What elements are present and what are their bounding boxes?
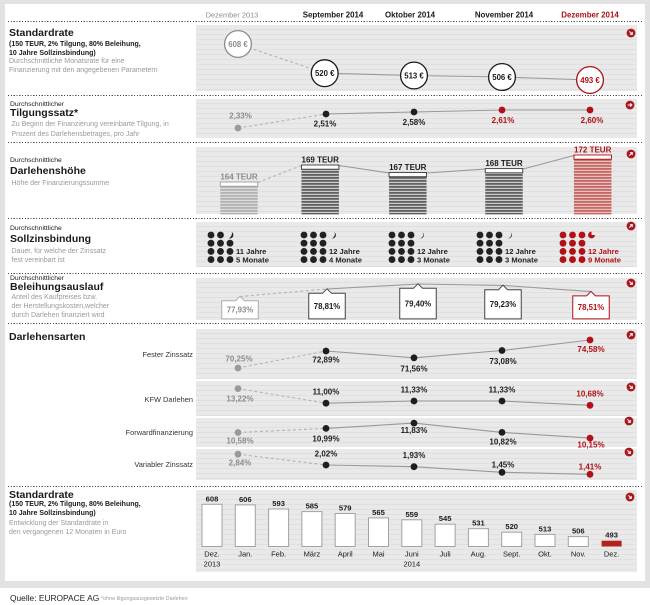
svg-text:10,58%: 10,58% xyxy=(226,437,253,446)
svg-text:September 2014: September 2014 xyxy=(303,11,364,20)
svg-text:565: 565 xyxy=(372,508,385,517)
svg-text:10,99%: 10,99% xyxy=(312,435,339,444)
svg-text:Feb.: Feb. xyxy=(271,549,286,558)
svg-text:April: April xyxy=(338,549,353,558)
svg-text:11 Jahre: 11 Jahre xyxy=(236,247,266,256)
svg-text:Dezember 2014: Dezember 2014 xyxy=(561,11,619,20)
svg-text:12 Jahre: 12 Jahre xyxy=(505,247,536,256)
svg-text:11,33%: 11,33% xyxy=(489,385,516,394)
svg-text:2,60%: 2,60% xyxy=(581,116,604,125)
svg-text:70,25%: 70,25% xyxy=(225,355,252,364)
svg-text:Juli: Juli xyxy=(439,549,451,558)
svg-text:Aug.: Aug. xyxy=(471,549,486,558)
svg-text:11,83%: 11,83% xyxy=(401,426,428,435)
svg-text:167 TEUR: 167 TEUR xyxy=(389,163,427,172)
svg-text:2,61%: 2,61% xyxy=(492,116,515,125)
svg-text:606: 606 xyxy=(239,495,252,504)
svg-text:545: 545 xyxy=(439,514,452,523)
svg-text:77,93%: 77,93% xyxy=(227,306,254,315)
svg-text:520: 520 xyxy=(505,522,518,531)
svg-text:1,93%: 1,93% xyxy=(403,451,426,460)
svg-text:2,84%: 2,84% xyxy=(229,459,252,468)
svg-text:9 Monate: 9 Monate xyxy=(588,255,621,264)
svg-text:12 Jahre: 12 Jahre xyxy=(588,247,619,256)
svg-text:2013: 2013 xyxy=(204,560,221,569)
svg-text:5 Monate: 5 Monate xyxy=(236,255,269,264)
svg-text:10,15%: 10,15% xyxy=(577,441,604,450)
svg-text:11,00%: 11,00% xyxy=(313,388,340,397)
svg-text:11,33%: 11,33% xyxy=(401,385,428,394)
svg-text:10,82%: 10,82% xyxy=(489,438,516,447)
svg-text:78,51%: 78,51% xyxy=(578,303,605,312)
svg-text:10,68%: 10,68% xyxy=(576,390,603,399)
svg-text:2,02%: 2,02% xyxy=(315,450,338,459)
svg-text:608 €: 608 € xyxy=(228,40,248,49)
svg-text:Okt.: Okt. xyxy=(538,549,552,558)
svg-text:168 TEUR: 168 TEUR xyxy=(485,159,523,168)
svg-text:493 €: 493 € xyxy=(580,76,600,85)
svg-text:Dez.: Dez. xyxy=(204,549,219,558)
svg-text:520 €: 520 € xyxy=(315,69,335,78)
svg-text:531: 531 xyxy=(472,519,485,528)
svg-text:72,89%: 72,89% xyxy=(312,356,339,365)
svg-text:559: 559 xyxy=(405,510,418,519)
svg-text:März: März xyxy=(304,549,321,558)
svg-text:585: 585 xyxy=(306,502,319,511)
svg-text:1,45%: 1,45% xyxy=(492,461,515,470)
svg-text:169 TEUR: 169 TEUR xyxy=(302,156,340,165)
svg-text:2014: 2014 xyxy=(403,560,420,569)
svg-text:74,58%: 74,58% xyxy=(577,345,604,354)
svg-text:493: 493 xyxy=(605,531,618,540)
svg-text:November 2014: November 2014 xyxy=(475,11,534,20)
svg-text:164 TEUR: 164 TEUR xyxy=(220,173,258,182)
svg-text:2,51%: 2,51% xyxy=(314,120,337,129)
svg-text:Jan.: Jan. xyxy=(238,549,252,558)
svg-text:513 €: 513 € xyxy=(404,71,424,80)
svg-text:608: 608 xyxy=(206,494,219,503)
svg-text:73,08%: 73,08% xyxy=(489,357,516,366)
svg-text:12 Jahre: 12 Jahre xyxy=(329,247,360,256)
svg-text:79,40%: 79,40% xyxy=(405,299,432,308)
svg-text:78,81%: 78,81% xyxy=(314,302,341,311)
svg-text:513: 513 xyxy=(539,524,552,533)
svg-text:Mai: Mai xyxy=(372,549,384,558)
svg-text:506: 506 xyxy=(572,527,585,536)
svg-text:13,22%: 13,22% xyxy=(226,395,253,404)
svg-text:4 Monate: 4 Monate xyxy=(329,255,362,264)
svg-text:3 Monate: 3 Monate xyxy=(505,255,538,264)
svg-text:593: 593 xyxy=(272,499,285,508)
svg-text:71,56%: 71,56% xyxy=(400,365,427,374)
svg-text:506 €: 506 € xyxy=(492,73,512,82)
svg-text:79,23%: 79,23% xyxy=(490,300,517,309)
svg-text:Nov.: Nov. xyxy=(571,549,586,558)
svg-text:Sept.: Sept. xyxy=(503,549,521,558)
svg-text:Dez.: Dez. xyxy=(604,549,619,558)
svg-text:2,33%: 2,33% xyxy=(229,112,252,121)
svg-text:12 Jahre: 12 Jahre xyxy=(417,247,448,256)
svg-text:Juni: Juni xyxy=(405,549,419,558)
svg-text:3 Monate: 3 Monate xyxy=(417,255,450,264)
svg-text:Dezember 2013: Dezember 2013 xyxy=(206,11,259,20)
svg-text:1,41%: 1,41% xyxy=(579,463,602,472)
svg-text:579: 579 xyxy=(339,503,352,512)
svg-text:2,58%: 2,58% xyxy=(403,118,426,127)
svg-text:Oktober 2014: Oktober 2014 xyxy=(385,11,436,20)
svg-text:172 TEUR: 172 TEUR xyxy=(574,146,612,155)
